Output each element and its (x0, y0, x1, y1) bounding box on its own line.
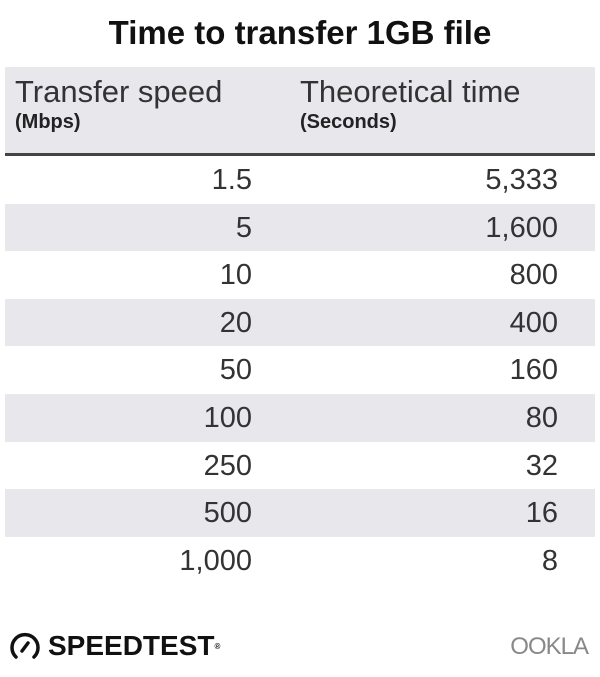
table-row: 1,000 8 (5, 537, 595, 585)
header-label: Theoretical time (300, 74, 521, 109)
speed-cell: 500 (203, 497, 252, 530)
header-speed: Transfer speed (Mbps) (15, 75, 222, 135)
speed-cell: 5 (235, 211, 252, 244)
speed-cell: 20 (219, 306, 252, 339)
speed-cell: 100 (203, 401, 252, 434)
speed-cell: 1.5 (211, 164, 252, 196)
time-cell: 400 (509, 306, 558, 339)
speedtest-wordmark: SPEEDTEST (48, 630, 215, 661)
table-row: 250 32 (5, 442, 595, 490)
speed-cell: 50 (219, 354, 252, 387)
table-row: 20 400 (5, 298, 595, 347)
time-cell: 800 (509, 259, 558, 292)
data-table: Transfer speed (Mbps) Theoretical time (Se… (5, 67, 595, 584)
time-cell: 80 (525, 401, 558, 434)
time-cell: 1,600 (485, 211, 558, 244)
speed-cell: 250 (203, 449, 252, 482)
speedtest-logo: SPEEDTEST ® (8, 630, 220, 662)
table-row: 10 800 (5, 251, 595, 299)
header-time: Theoretical time (Seconds) (300, 75, 521, 135)
speed-cell: 10 (219, 259, 252, 292)
table-row: 100 80 (5, 393, 595, 442)
time-cell: 32 (525, 449, 558, 482)
ookla-logo: OOKLA (510, 633, 589, 660)
table-row: 50 160 (5, 346, 595, 394)
time-cell: 8 (541, 544, 558, 577)
table-row: 1.5 5,333 (5, 156, 595, 204)
time-cell: 160 (509, 354, 558, 387)
table-header: Transfer speed (Mbps) Theoretical time (Se… (5, 67, 595, 156)
header-unit: (Seconds) (300, 111, 397, 133)
time-cell: 5,333 (485, 164, 558, 196)
table-row: 500 16 (5, 489, 595, 537)
chart-title: Time to transfer 1GB file (108, 14, 492, 51)
table-row: 5 1,600 (5, 203, 595, 252)
time-cell: 16 (525, 497, 558, 530)
header-unit: (Mbps) (15, 111, 81, 133)
speedometer-icon (10, 632, 40, 659)
header-label: Transfer speed (15, 74, 223, 109)
speed-cell: 1,000 (179, 544, 252, 577)
